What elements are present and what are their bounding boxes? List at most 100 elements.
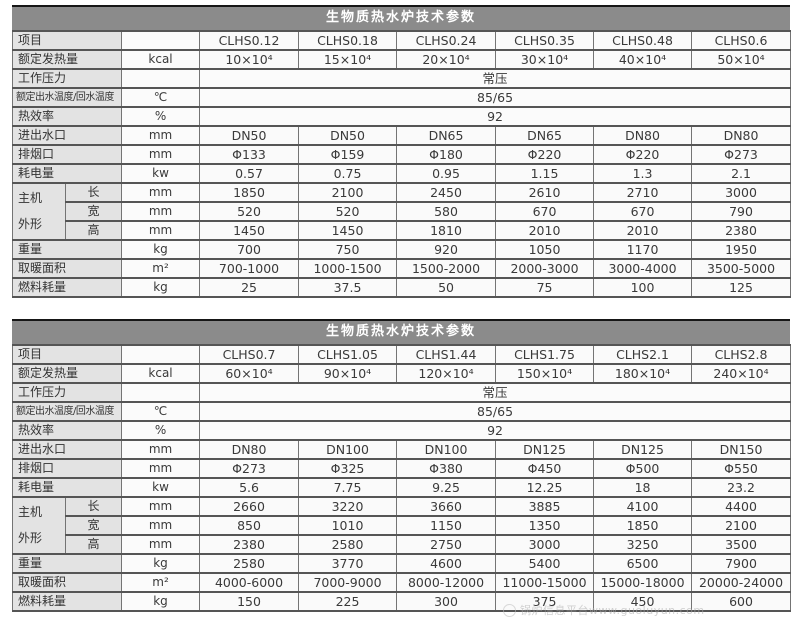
value-cell: 375 <box>495 591 595 612</box>
unit-cell <box>121 344 201 365</box>
model-header-cell: CLHS1.05 <box>298 344 398 365</box>
value-cell: 1500-2000 <box>396 258 497 279</box>
unit-cell <box>121 30 201 51</box>
value-cell: 3500 <box>691 534 792 555</box>
value-cell: 1850 <box>199 182 300 203</box>
table-row: 重量 kg 700 750 920 1050 1170 1950 <box>11 239 792 260</box>
unit-cell: % <box>121 106 201 127</box>
value-cell: 450 <box>593 591 693 612</box>
value-cell: Φ159 <box>298 144 398 165</box>
table-row: 宽 mm 520 520 580 670 670 790 <box>13 201 792 222</box>
value-cell: 1000-1500 <box>298 258 398 279</box>
table-row: 耗电量 kw 0.57 0.75 0.95 1.15 1.3 2.1 <box>11 163 792 184</box>
value-cell: 50×10⁴ <box>691 49 792 70</box>
value-cell: 150×10⁴ <box>495 363 595 384</box>
value-cell: 7.75 <box>298 477 398 498</box>
table-row: 取暖面积 m² 4000-6000 7000-9000 8000-12000 11000-… <box>11 572 792 593</box>
value-cell: Φ220 <box>495 144 595 165</box>
unit-cell: kcal <box>121 363 201 384</box>
value-cell: 4000-6000 <box>199 572 300 593</box>
value-cell: 1.3 <box>593 163 693 184</box>
table-row: 工作压力 常压 <box>11 68 792 89</box>
value-cell: 2000-3000 <box>495 258 595 279</box>
unit-cell: kg <box>121 239 201 260</box>
value-cell: 180×10⁴ <box>593 363 693 384</box>
model-header-cell: CLHS1.44 <box>396 344 497 365</box>
value-cell: Φ380 <box>396 458 497 479</box>
unit-cell: mm <box>121 534 201 555</box>
unit-cell: mm <box>121 220 201 241</box>
unit-cell: mm <box>121 458 201 479</box>
value-cell: 850 <box>199 515 300 536</box>
value-cell: 2380 <box>199 534 300 555</box>
value-cell: 3885 <box>495 496 595 517</box>
value-cell: 790 <box>691 201 792 222</box>
value-cell: 1170 <box>593 239 693 260</box>
model-header-cell: CLHS0.48 <box>593 30 693 51</box>
param-table-2: 项目 CLHS0.7 CLHS1.05 CLHS1.44 CLHS1.75 CLHS2.1… <box>11 344 792 612</box>
table-row: 耗电量 kw 5.6 7.75 9.25 12.25 18 23.2 <box>11 477 792 498</box>
value-cell: 2610 <box>495 182 595 203</box>
value-cell: 1950 <box>691 239 792 260</box>
dimension-label-cell: 宽 <box>64 515 123 536</box>
row-label-cell: 进出水口 <box>11 439 123 460</box>
group-label-cell: 主机 外形 <box>12 182 66 241</box>
value-cell: 90×10⁴ <box>298 363 398 384</box>
value-cell: 75 <box>495 277 595 298</box>
value-cell: 2580 <box>199 553 300 574</box>
unit-cell: m² <box>121 572 201 593</box>
value-cell: DN100 <box>396 439 497 460</box>
row-label-cell: 工作压力 <box>11 382 123 403</box>
value-cell: 750 <box>298 239 398 260</box>
value-cell: 2100 <box>691 515 792 536</box>
value-cell: 520 <box>298 201 398 222</box>
table-title-2: 生物质热水炉技术参数 <box>12 319 790 344</box>
value-cell: 4100 <box>593 496 693 517</box>
value-cell: 10×10⁴ <box>199 49 300 70</box>
value-cell: 1.15 <box>495 163 595 184</box>
unit-cell: mm <box>121 144 201 165</box>
value-cell: 1050 <box>495 239 595 260</box>
value-cell: 0.95 <box>396 163 497 184</box>
value-cell: 3660 <box>396 496 497 517</box>
value-cell: DN80 <box>199 439 300 460</box>
merged-value-cell: 常压 <box>199 382 792 403</box>
column-header-row: 项目 CLHS0.12 CLHS0.18 CLHS0.24 CLHS0.35 CLHS0.… <box>11 30 792 51</box>
value-cell: Φ273 <box>199 458 300 479</box>
table-row: 高 mm 1450 1450 1810 2010 2010 2380 <box>13 220 792 241</box>
value-cell: 600 <box>691 591 792 612</box>
value-cell: 20000-24000 <box>691 572 792 593</box>
row-label-cell: 热效率 <box>11 420 123 441</box>
value-cell: 11000-15000 <box>495 572 595 593</box>
model-header-cell: CLHS2.1 <box>593 344 693 365</box>
row-label-cell: 重量 <box>11 239 123 260</box>
row-label-cell: 耗电量 <box>11 163 123 184</box>
value-cell: 1450 <box>298 220 398 241</box>
row-label-cell: 取暖面积 <box>11 572 123 593</box>
value-cell: 1010 <box>298 515 398 536</box>
value-cell: Φ550 <box>691 458 792 479</box>
unit-cell: kg <box>121 277 201 298</box>
unit-cell <box>121 68 201 89</box>
value-cell: Φ325 <box>298 458 398 479</box>
value-cell: 6500 <box>593 553 693 574</box>
unit-cell: % <box>121 420 201 441</box>
value-cell: 2580 <box>298 534 398 555</box>
unit-cell: mm <box>121 439 201 460</box>
table-title-1: 生物质热水炉技术参数 <box>12 5 790 30</box>
value-cell: DN80 <box>593 125 693 146</box>
model-header-cell: CLHS1.75 <box>495 344 595 365</box>
value-cell: 2010 <box>593 220 693 241</box>
model-header-cell: CLHS0.18 <box>298 30 398 51</box>
dimension-label-cell: 高 <box>64 220 123 241</box>
table-row: 宽 mm 850 1010 1150 1350 1850 2100 <box>13 515 792 536</box>
value-cell: 5400 <box>495 553 595 574</box>
value-cell: 3220 <box>298 496 398 517</box>
value-cell: 150 <box>199 591 300 612</box>
value-cell: DN65 <box>396 125 497 146</box>
row-label-cell: 耗电量 <box>11 477 123 498</box>
value-cell: 3770 <box>298 553 398 574</box>
row-label-cell: 燃料耗量 <box>11 277 123 298</box>
value-cell: 2750 <box>396 534 497 555</box>
unit-cell: mm <box>121 125 201 146</box>
